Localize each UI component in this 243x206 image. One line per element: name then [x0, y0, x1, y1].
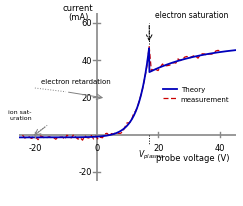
Legend: Theory, measurement: Theory, measurement	[161, 84, 232, 105]
Text: electron retardation: electron retardation	[41, 79, 111, 85]
Text: 20: 20	[82, 93, 92, 102]
Text: 40: 40	[82, 56, 92, 65]
Text: ion sat-
uration: ion sat- uration	[8, 109, 32, 120]
Text: probe voltage (V): probe voltage (V)	[156, 153, 230, 162]
Text: 20: 20	[153, 143, 164, 152]
Text: -20: -20	[28, 143, 42, 152]
Text: -20: -20	[78, 167, 92, 177]
Text: 60: 60	[81, 19, 92, 28]
Text: 40: 40	[215, 143, 226, 152]
Text: $V_{plasma}$: $V_{plasma}$	[138, 148, 164, 161]
Text: 0: 0	[94, 143, 99, 152]
Text: current: current	[63, 4, 94, 13]
Text: electron saturation: electron saturation	[155, 11, 229, 20]
Text: (mA): (mA)	[68, 13, 88, 22]
